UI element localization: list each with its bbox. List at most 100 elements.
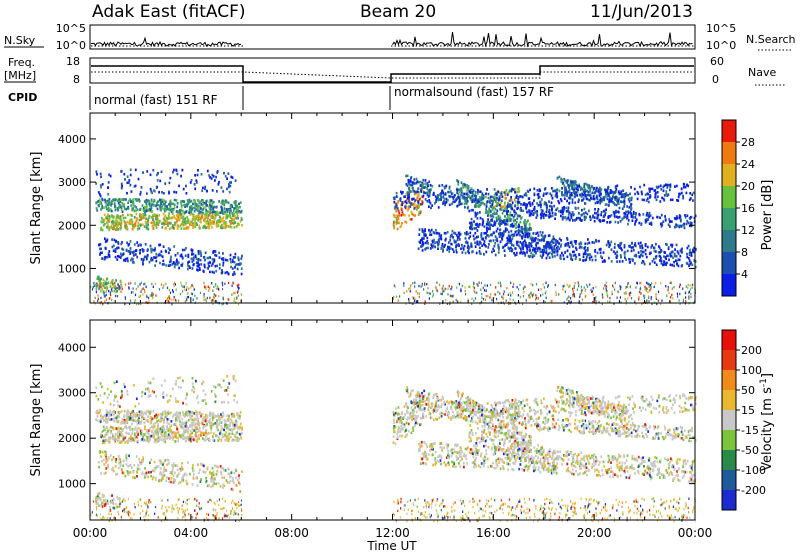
range-cell <box>139 215 141 218</box>
range-cell <box>679 219 682 223</box>
nave-line <box>91 71 694 79</box>
range-cell <box>673 286 675 289</box>
range-cell <box>132 226 135 230</box>
range-cell <box>168 212 170 215</box>
range-cell <box>204 215 207 218</box>
range-cell <box>594 249 597 252</box>
range-cell <box>202 186 204 190</box>
range-cell <box>499 215 501 219</box>
range-cell <box>432 193 435 196</box>
range-cell <box>136 431 139 435</box>
range-cell <box>516 285 518 289</box>
range-cell <box>578 183 580 187</box>
range-cell <box>182 187 185 191</box>
range-cell <box>186 264 189 267</box>
range-cell <box>123 198 126 201</box>
range-cell <box>480 281 483 285</box>
range-cell <box>487 234 490 238</box>
range-cell <box>649 262 651 266</box>
range-cell <box>554 194 557 198</box>
range-cell <box>532 246 535 250</box>
range-cell <box>548 242 551 246</box>
range-cell <box>162 434 164 438</box>
range-cell <box>170 298 172 301</box>
range-cell <box>232 424 234 427</box>
range-cell <box>140 218 142 221</box>
range-cell <box>140 433 143 437</box>
range-cell <box>476 201 479 205</box>
range-cell <box>408 180 410 184</box>
range-cell <box>224 271 227 275</box>
range-cell <box>578 198 580 202</box>
range-cell <box>162 259 165 263</box>
range-cell <box>127 432 129 435</box>
range-cell <box>501 238 504 241</box>
range-cell <box>205 226 207 230</box>
range-cell <box>222 190 225 193</box>
range-cell <box>238 210 241 213</box>
range-cell <box>147 248 149 251</box>
range-cell <box>549 244 552 248</box>
range-cell <box>129 183 132 187</box>
range-cell <box>95 287 98 290</box>
range-cell <box>238 432 241 436</box>
range-cell <box>607 203 610 207</box>
range-cell <box>659 250 661 254</box>
range-cell <box>166 297 169 300</box>
range-cell <box>100 228 103 231</box>
range-cell <box>187 202 190 206</box>
range-cell <box>424 234 427 237</box>
range-cell <box>191 260 194 263</box>
range-cell <box>201 189 204 193</box>
range-cell <box>498 191 501 194</box>
range-cell <box>562 254 565 257</box>
range-cell <box>167 264 170 267</box>
range-cell <box>204 424 207 428</box>
range-cell <box>597 208 600 211</box>
range-cell <box>420 190 423 193</box>
range-cell <box>564 251 566 254</box>
range-cell <box>205 435 207 438</box>
range-cell <box>441 292 443 296</box>
range-cell <box>498 232 500 236</box>
range-cell <box>564 290 566 293</box>
range-cell <box>94 284 96 287</box>
range-cell <box>453 240 456 244</box>
range-cell <box>109 293 112 297</box>
range-cell <box>142 293 144 296</box>
range-cell <box>194 223 197 227</box>
range-cell <box>452 200 455 204</box>
range-cell <box>114 433 117 436</box>
range-cell <box>169 201 172 204</box>
range-cell <box>120 254 123 257</box>
range-cell <box>511 248 514 251</box>
range-cell <box>202 211 205 215</box>
range-cell <box>186 435 189 438</box>
range-cell <box>133 250 136 253</box>
range-cell <box>578 284 580 288</box>
range-cell <box>571 198 574 201</box>
range-cell <box>164 210 166 213</box>
range-cell <box>606 221 609 224</box>
range-cell <box>579 295 581 299</box>
range-cell <box>408 193 410 196</box>
range-cell <box>483 253 485 256</box>
range-cell <box>221 281 223 284</box>
range-cell <box>136 198 139 202</box>
range-cell <box>557 245 559 249</box>
range-cell <box>577 206 580 210</box>
range-cell <box>629 286 631 289</box>
range-cell <box>114 205 117 209</box>
range-cell <box>688 291 690 294</box>
range-cell <box>485 289 487 292</box>
range-cell <box>615 203 618 207</box>
range-cell <box>654 189 657 192</box>
range-cell <box>584 202 587 205</box>
range-cell <box>630 246 633 249</box>
range-cell <box>164 437 167 441</box>
range-cell <box>229 220 231 223</box>
range-cell <box>410 176 412 180</box>
range-cell <box>99 282 101 286</box>
range-cell <box>152 285 154 288</box>
range-cell <box>682 194 684 198</box>
